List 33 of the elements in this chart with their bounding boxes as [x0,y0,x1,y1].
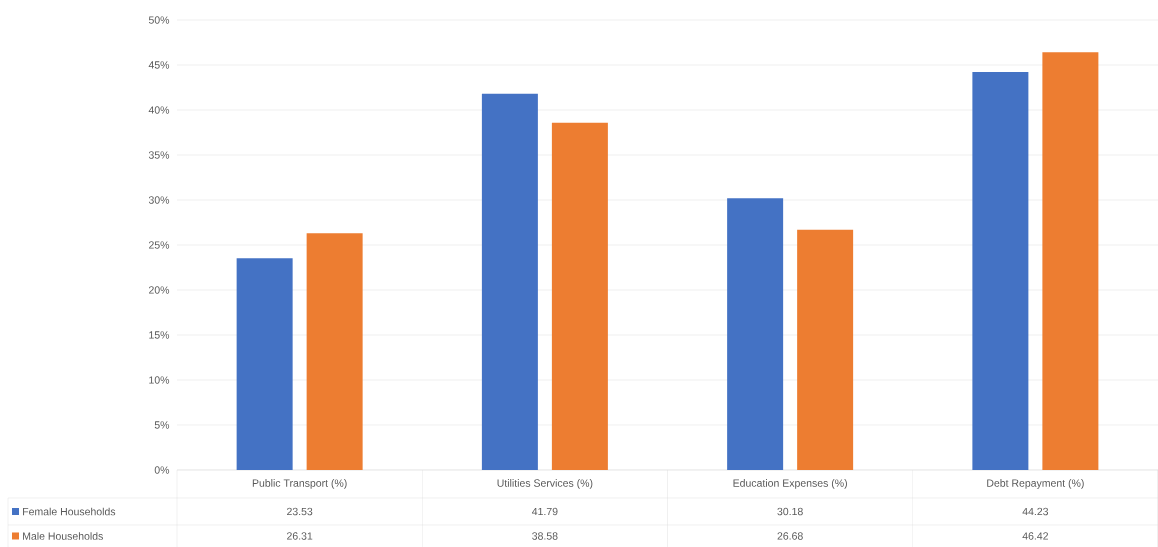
y-tick-label: 45% [148,61,170,69]
y-tick-label: 5% [154,421,170,429]
data-label: 26.31 [287,532,313,540]
data-label: 30.18 [777,507,803,516]
y-tick-label: 30% [148,196,170,204]
legend-label: Male Households [23,532,103,540]
bar [797,229,854,470]
x-tick-label: Public Transport (%) [252,479,347,489]
legend-label: Female Households [23,507,116,516]
bar [236,258,293,470]
bar [306,233,363,470]
y-tick-label: 15% [149,331,170,339]
x-tick-label: Debt Repayment (%) [987,479,1084,489]
data-label: 46.42 [1022,532,1048,540]
data-label: 44.23 [1022,507,1049,516]
bar [727,198,784,470]
y-tick-label: 35% [148,151,170,159]
bar [551,122,608,470]
data-label: 23.53 [287,507,313,516]
data-label: 38.58 [532,532,558,540]
y-tick-label: 20% [149,286,170,294]
y-tick-label: 50% [148,16,170,24]
x-tick-label: Utilities Services (%) [497,479,593,489]
x-tick-label: Education Expenses (%) [733,479,847,489]
y-tick-label: 10% [149,376,170,384]
bar [1042,52,1099,470]
bar [972,71,1029,470]
y-tick-label: 40% [148,106,170,114]
bar [481,93,538,470]
y-tick-label: 25% [149,241,170,249]
data-label: 41.79 [531,507,558,516]
y-tick-label: 0% [154,466,170,474]
data-label: 26.68 [777,532,803,540]
